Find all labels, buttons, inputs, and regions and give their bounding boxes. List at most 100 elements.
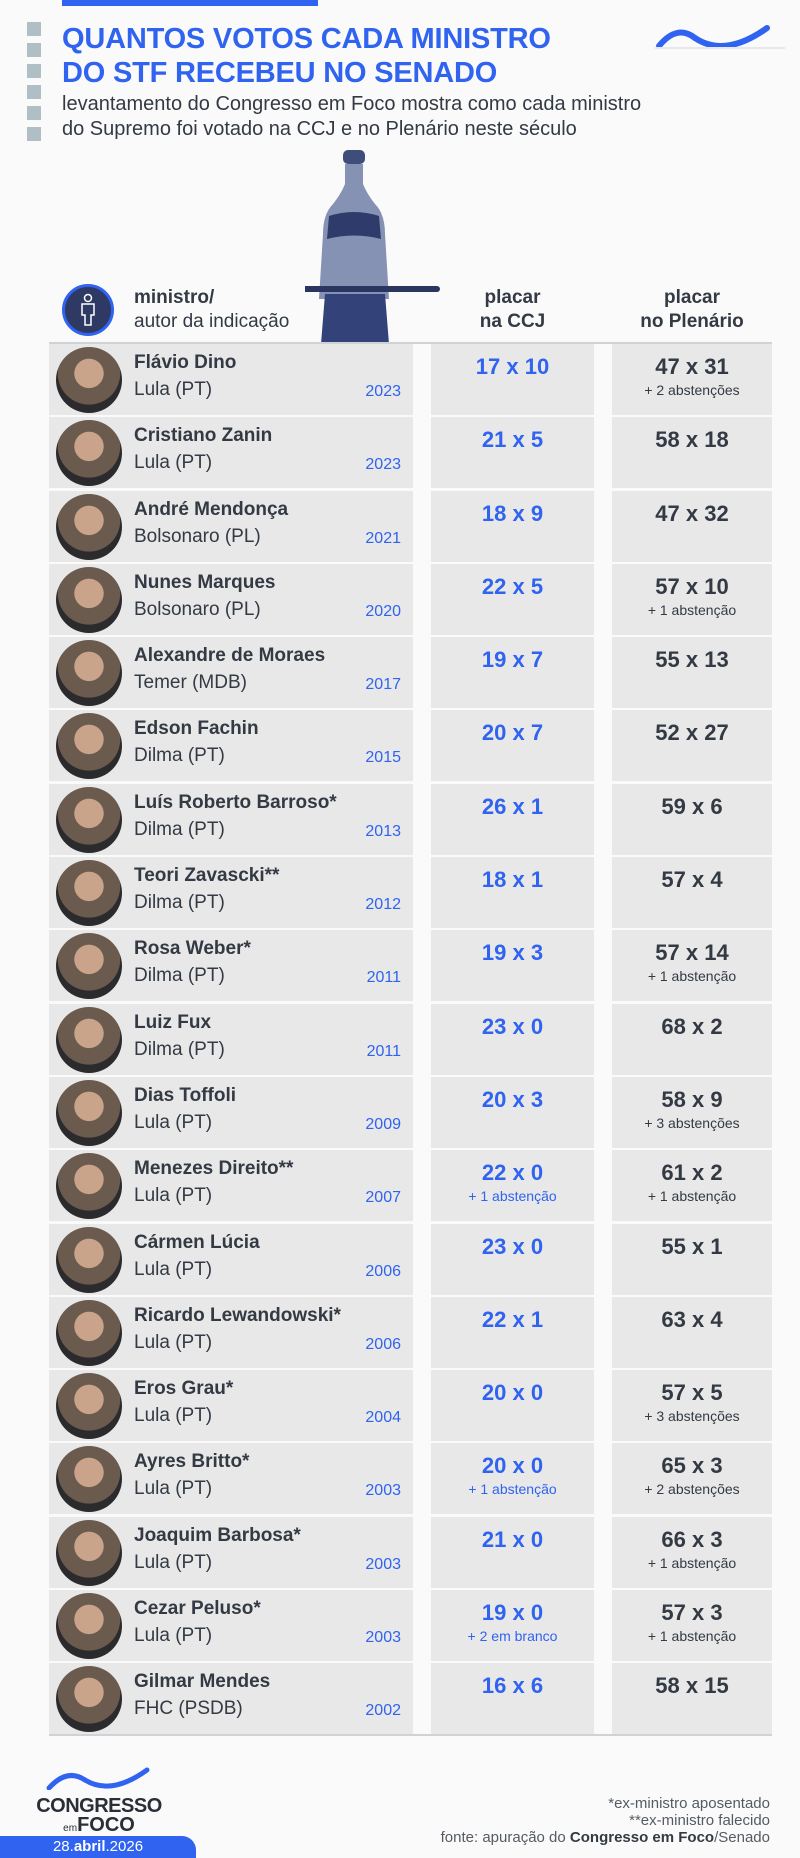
column-header-plenario: placar no Plenário <box>612 286 772 334</box>
justice-statue-icon <box>305 150 440 344</box>
avatar <box>56 420 122 487</box>
nominating-author: Dilma (PT) <box>134 892 225 914</box>
minister-cell: Cezar Peluso* Lula (PT) 2003 <box>49 1590 413 1662</box>
plenario-note: + 3 abstenções <box>644 1114 740 1131</box>
page-title: QUANTOS VOTOS CADA MINISTRO DO STF RECEB… <box>62 22 551 90</box>
nomination-year: 2020 <box>365 602 401 620</box>
nomination-year: 2006 <box>365 1335 401 1353</box>
minister-cell: Luís Roberto Barroso* Dilma (PT) 2013 <box>49 783 413 855</box>
ccj-score: 20 x 0 <box>481 1453 544 1479</box>
column-header-ccj-line1: placar <box>484 287 541 308</box>
minister-name: Gilmar Mendes <box>134 1671 271 1693</box>
plenario-score: 52 x 27 <box>655 720 729 746</box>
ccj-score: 21 x 0 <box>481 1526 544 1552</box>
plenario-score-cell: 57 x 4 <box>612 857 772 929</box>
avatar <box>56 1006 122 1073</box>
ccj-score: 23 x 0 <box>481 1233 544 1259</box>
nomination-year: 2011 <box>366 969 401 987</box>
ccj-score-cell: 20 x 0 + 1 abstenção <box>431 1443 594 1515</box>
nominating-author: Lula (PT) <box>134 1258 213 1280</box>
plenario-score-cell: 57 x 3 + 1 abstenção <box>612 1590 772 1662</box>
minister-name: Cezar Peluso* <box>134 1598 261 1620</box>
plenario-note: + 3 abstenções <box>644 1408 740 1425</box>
footnote-retired: *ex-ministro aposentado <box>608 1795 770 1812</box>
nominating-author: Lula (PT) <box>134 1111 213 1133</box>
nominating-author: Lula (PT) <box>134 1405 213 1427</box>
minister-name: Cármen Lúcia <box>134 1231 260 1253</box>
ccj-note: + 1 abstenção <box>468 1481 557 1498</box>
minister-cell: Teori Zavascki** Dilma (PT) 2012 <box>49 857 413 929</box>
plenario-score: 59 x 6 <box>661 793 723 819</box>
plenario-score-cell: 58 x 18 <box>612 417 772 489</box>
table-row: Gilmar Mendes FHC (PSDB) 2002 16 x 6 58 … <box>49 1661 772 1735</box>
plenario-score-cell: 47 x 31 + 2 abstenções <box>612 344 772 415</box>
column-header-plenario-line2: no Plenário <box>640 311 744 332</box>
nomination-year: 2003 <box>365 1629 401 1647</box>
minister-name: Ricardo Lewandowski* <box>134 1304 341 1326</box>
minister-name: André Mendonça <box>134 498 289 520</box>
minister-cell: Edson Fachin Dilma (PT) 2015 <box>49 710 413 782</box>
ccj-score: 22 x 1 <box>481 1306 544 1332</box>
table-row: Dias Toffoli Lula (PT) 2009 20 x 3 58 x … <box>49 1075 772 1148</box>
table-row: Menezes Direito** Lula (PT) 2007 22 x 0 … <box>49 1148 772 1222</box>
plenario-score: 55 x 1 <box>661 1233 723 1259</box>
nomination-year: 2007 <box>365 1189 401 1207</box>
minister-cell: Cármen Lúcia Lula (PT) 2006 <box>49 1223 413 1295</box>
nominating-author: Dilma (PT) <box>134 745 225 767</box>
nominating-author: Lula (PT) <box>134 1478 213 1500</box>
table-row: Alexandre de Moraes Temer (MDB) 2017 19 … <box>49 635 772 709</box>
minister-name: Luís Roberto Barroso* <box>134 791 337 813</box>
ccj-note: + 2 em branco <box>467 1628 558 1645</box>
ccj-score: 19 x 7 <box>481 647 544 673</box>
nominating-author: Lula (PT) <box>134 1625 213 1647</box>
ccj-score: 17 x 10 <box>475 354 550 379</box>
nominating-author: Bolsonaro (PL) <box>134 598 261 620</box>
plenario-score: 58 x 15 <box>655 1673 729 1699</box>
plenario-note: + 1 abstenção <box>647 1628 737 1645</box>
ccj-score-cell: 21 x 0 <box>431 1516 594 1588</box>
nomination-year: 2003 <box>365 1482 401 1500</box>
ccj-score-cell: 18 x 1 <box>431 857 594 929</box>
table-row: Cezar Peluso* Lula (PT) 2003 19 x 0 + 2 … <box>49 1588 772 1662</box>
top-accent-bar <box>62 0 318 6</box>
minister-name: Ayres Britto* <box>134 1451 250 1473</box>
table-row: Ayres Britto* Lula (PT) 2003 20 x 0 + 1 … <box>49 1441 772 1515</box>
ccj-score-cell: 20 x 7 <box>431 710 594 782</box>
ccj-score: 22 x 5 <box>481 573 544 599</box>
minister-name: Alexandre de Moraes <box>134 645 326 667</box>
ccj-score-cell: 23 x 0 <box>431 1003 594 1075</box>
plenario-score: 57 x 14 <box>655 940 729 966</box>
ccj-score-cell: 20 x 0 <box>431 1370 594 1442</box>
nominating-author: Lula (PT) <box>134 1331 213 1353</box>
logo-underline <box>655 47 785 49</box>
plenario-score-cell: 58 x 15 <box>612 1663 772 1735</box>
avatar <box>56 1519 122 1586</box>
logo-text-congresso: CONGRESSO <box>36 1795 162 1817</box>
column-header-plenario-line1: placar <box>664 287 720 308</box>
nominating-author: Lula (PT) <box>134 379 213 400</box>
date-month: abril <box>73 1838 106 1855</box>
ccj-score: 26 x 1 <box>481 793 544 819</box>
nomination-year: 2003 <box>365 1555 401 1573</box>
column-header-minister-line1: ministro/ <box>134 287 215 308</box>
avatar <box>56 713 122 780</box>
nomination-year: 2004 <box>365 1409 401 1427</box>
plenario-score-cell: 52 x 27 <box>612 710 772 782</box>
nominating-author: Bolsonaro (PL) <box>134 525 261 547</box>
column-header-minister-line2: autor da indicação <box>134 311 290 332</box>
ccj-score: 18 x 9 <box>481 500 544 526</box>
nominating-author: Dilma (PT) <box>134 965 225 987</box>
nominating-author: Temer (MDB) <box>134 672 247 694</box>
logo-text-em: em <box>63 1823 78 1834</box>
nomination-year: 2006 <box>365 1262 401 1280</box>
avatar <box>56 1593 122 1660</box>
avatar <box>56 786 122 853</box>
table-row: Luís Roberto Barroso* Dilma (PT) 2013 26… <box>49 782 772 855</box>
avatar <box>56 1299 122 1366</box>
avatar <box>56 1373 122 1440</box>
plenario-score-cell: 58 x 9 + 3 abstenções <box>612 1076 772 1148</box>
plenario-score: 65 x 3 <box>661 1453 723 1479</box>
table-row: Edson Fachin Dilma (PT) 2015 20 x 7 52 x… <box>49 708 772 782</box>
nomination-year: 2013 <box>365 822 401 840</box>
plenario-score-cell: 65 x 3 + 2 abstenções <box>612 1443 772 1515</box>
